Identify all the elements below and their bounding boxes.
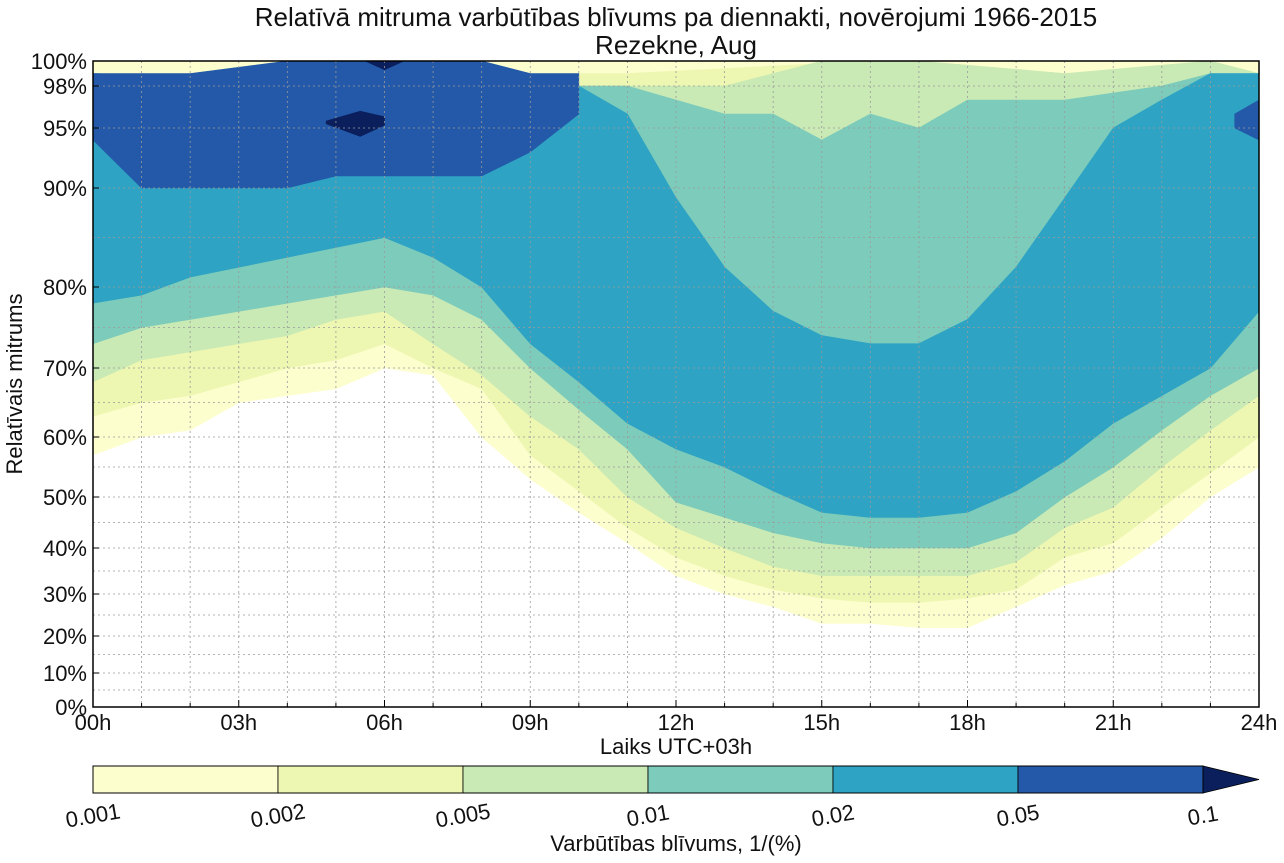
colorbar-segment	[832, 765, 1019, 794]
chart-title: Relatīvā mitruma varbūtības blīvums pa d…	[255, 2, 1098, 32]
colorbar-extend-arrow	[1202, 765, 1260, 794]
colorbar-tick-label: 0.1	[1186, 801, 1220, 831]
y-tick-label: 80%	[43, 275, 87, 300]
contour-band-7	[325, 110, 385, 137]
y-tick-label: 100%	[31, 49, 87, 74]
plot-area	[92, 60, 1260, 708]
y-tick-label: 0%	[55, 695, 87, 720]
y-tick-label: 70%	[43, 356, 87, 381]
y-tick-label: 98%	[43, 74, 87, 99]
colorbar-tick-label: 0.05	[995, 799, 1042, 831]
colorbar-tick-label: 0.001	[64, 798, 123, 832]
colorbar: 0.001 0.002 0.005 0.01 0.02 0.05 0.1	[64, 765, 1260, 833]
colorbar-segment	[647, 765, 834, 794]
colorbar-tick-label: 0.002	[249, 798, 308, 832]
x-tick-label: 24h	[1241, 710, 1278, 735]
colorbar-segment	[1017, 765, 1204, 794]
colorbar-segment	[92, 765, 279, 794]
chart-subtitle: Rezekne, Aug	[595, 30, 757, 60]
colorbar-tick-label: 0.005	[434, 798, 493, 832]
x-tick-label: 09h	[512, 710, 549, 735]
colorbar-tick-label: 0.01	[625, 799, 672, 831]
x-tick-label: 21h	[1095, 710, 1132, 735]
y-tick-label: 50%	[43, 485, 87, 510]
colorbar-segment	[462, 765, 649, 794]
y-axis-label: Relatīvais mitrums	[2, 294, 27, 475]
colorbar-label: Varbūtības blīvums, 1/(%)	[550, 831, 801, 856]
x-tick-label: 12h	[658, 710, 695, 735]
y-tick-label: 20%	[43, 624, 87, 649]
x-tick-label: 06h	[366, 710, 403, 735]
y-tick-label: 95%	[43, 116, 87, 141]
y-tick-label: 10%	[43, 661, 87, 686]
colorbar-tick-label: 0.02	[810, 799, 857, 831]
colorbar-segment	[277, 765, 464, 794]
y-tick-label: 60%	[43, 425, 87, 450]
y-tick-label: 40%	[43, 536, 87, 561]
y-tick-label: 30%	[43, 582, 87, 607]
x-tick-label: 18h	[949, 710, 986, 735]
x-tick-label: 03h	[220, 710, 257, 735]
y-axis: 0% 10% 20% 30% 40% 50% 60% 70% 80% 90% 95% 98%100%	[31, 49, 99, 720]
x-tick-label: 15h	[803, 710, 840, 735]
x-axis-label: Laiks UTC+03h	[600, 734, 752, 759]
x-axis: 00h 03h 06h 09h 12h 15h 18h 21h 24h	[75, 700, 1278, 735]
y-tick-label: 90%	[43, 176, 87, 201]
grid-layer	[93, 61, 1259, 707]
colorbar-frame	[92, 765, 1204, 794]
x-tick-label: 00h	[75, 710, 112, 735]
